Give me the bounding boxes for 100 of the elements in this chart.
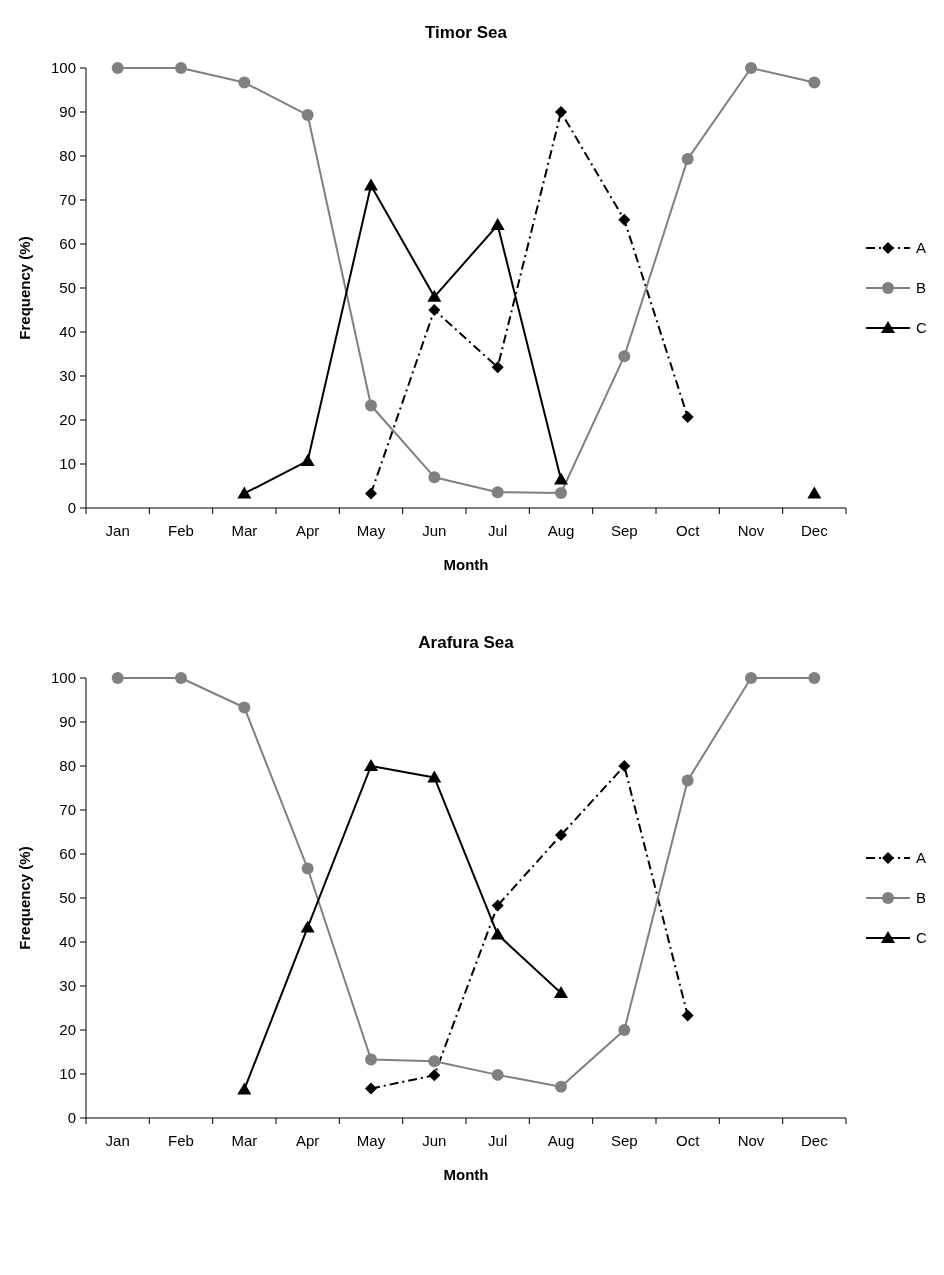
point (681, 410, 694, 423)
point (428, 471, 441, 484)
y-tick-label: 10 (59, 1065, 76, 1083)
y-tick-label: 100 (50, 59, 76, 77)
point (491, 899, 504, 912)
x-tick-label: Jun (422, 522, 447, 539)
point (300, 453, 315, 466)
point (175, 672, 187, 684)
x-tick-label: Apr (295, 522, 320, 539)
y-tick-label: 20 (59, 411, 76, 429)
point (364, 759, 378, 771)
x-tick-label: Feb (168, 1132, 194, 1149)
y-tick-label: 30 (59, 977, 76, 995)
point (237, 1082, 252, 1095)
y-tick-label: 0 (67, 1109, 76, 1127)
point (808, 76, 821, 89)
point (301, 109, 314, 122)
point (364, 178, 378, 191)
point (808, 672, 821, 684)
point (555, 829, 567, 842)
x-tick-label: Jul (488, 522, 508, 539)
x-tick-label: Aug (547, 1132, 575, 1149)
x-tick-label: Jan (105, 522, 130, 539)
x-tick-label: Jun (422, 1132, 447, 1149)
y-tick-label: 0 (67, 499, 76, 517)
x-tick-label: May (356, 522, 386, 539)
x-tick-label: Sep (610, 522, 638, 539)
point (555, 1080, 567, 1093)
y-tick-label: 30 (59, 367, 76, 385)
y-tick-label: 70 (59, 191, 76, 209)
legend-label: A (916, 849, 927, 867)
legend-label: C (916, 929, 927, 947)
y-axis-title: Frequency (%) (16, 236, 33, 340)
x-tick-label: Feb (168, 522, 194, 539)
point (554, 472, 568, 485)
y-tick-label: 100 (50, 669, 76, 687)
point (745, 62, 757, 74)
point (555, 487, 567, 500)
legend-label: B (916, 279, 927, 297)
point (554, 986, 568, 999)
legend-label: C (916, 319, 927, 337)
point (490, 218, 505, 231)
y-tick-label: 40 (59, 323, 76, 341)
x-tick-label: Dec (800, 522, 829, 539)
point (175, 62, 187, 74)
point (365, 399, 377, 412)
point (365, 1053, 377, 1066)
point (428, 304, 441, 316)
point (301, 862, 314, 875)
point (365, 1082, 377, 1095)
x-tick-label: Mar (231, 522, 258, 539)
point (111, 62, 124, 74)
point (111, 672, 124, 684)
y-tick-label: 60 (59, 845, 76, 863)
point (681, 153, 694, 166)
x-axis-title: Month (443, 556, 489, 573)
y-tick-label: 50 (59, 889, 76, 907)
point (681, 774, 694, 787)
point (428, 1069, 441, 1082)
point (681, 1009, 694, 1022)
x-tick-label: Dec (800, 1132, 829, 1149)
point (427, 770, 442, 783)
x-tick-label: Sep (610, 1132, 638, 1149)
point (745, 672, 757, 684)
point (491, 361, 504, 374)
y-tick-label: 90 (59, 103, 76, 121)
chart-title: Arafura Sea (418, 633, 515, 652)
x-tick-label: Jan (105, 1132, 130, 1149)
y-axis-title: Frequency (%) (16, 846, 33, 950)
y-tick-label: 20 (59, 1021, 76, 1039)
y-tick-label: 50 (59, 279, 76, 297)
chart-title: Timor Sea (425, 23, 508, 42)
point (618, 213, 631, 226)
y-tick-label: 90 (59, 713, 76, 731)
point (300, 920, 315, 933)
legend-label: B (916, 889, 927, 907)
y-tick-label: 80 (59, 147, 76, 165)
x-tick-label: Nov (737, 522, 765, 539)
x-tick-label: Jul (488, 1132, 508, 1149)
y-tick-label: 40 (59, 933, 76, 951)
point (807, 486, 822, 499)
point (238, 76, 251, 89)
point (365, 487, 377, 500)
x-tick-label: Apr (295, 1132, 320, 1149)
x-tick-label: Mar (231, 1132, 258, 1149)
point (491, 486, 504, 499)
x-tick-label: Aug (547, 522, 575, 539)
x-tick-label: May (356, 1132, 386, 1149)
y-tick-label: 70 (59, 801, 76, 819)
x-tick-label: Nov (737, 1132, 765, 1149)
point (238, 701, 251, 714)
y-tick-label: 10 (59, 455, 76, 473)
point (491, 1068, 504, 1081)
x-axis-title: Month (443, 1166, 489, 1183)
y-tick-label: 60 (59, 235, 76, 253)
legend-label: A (916, 239, 927, 257)
x-tick-label: Oct (675, 1132, 701, 1149)
point (237, 486, 252, 499)
point (490, 927, 505, 940)
y-tick-label: 80 (59, 757, 76, 775)
